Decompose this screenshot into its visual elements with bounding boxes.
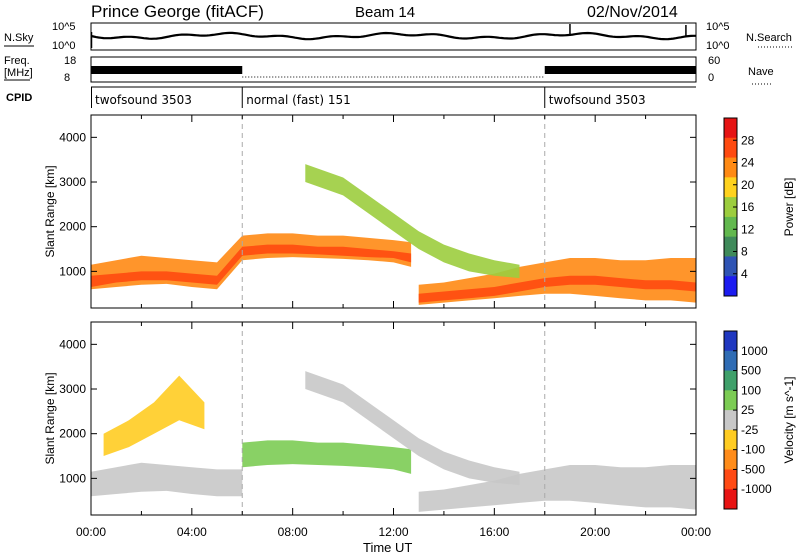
power-panel-frame: 1000 2000 3000 4000 Slant Range [km] [43,114,697,309]
nave-right-bottom: 0 [708,72,714,84]
time-tick-label: 16:00 [479,525,509,539]
date-title: 02/Nov/2014 [587,4,678,21]
y-tick-label: 3000 [59,175,86,189]
nave-right-top: 60 [708,55,720,67]
power-colorbar: 4 8 12 16 20 24 28 Power [dB] [723,117,796,297]
freq-band [91,66,243,74]
time-tick-label: 12:00 [378,525,408,539]
freq-left-bottom: 8 [64,72,70,84]
colorbar-tick-label: -100 [741,443,765,457]
y-tick-label: 1000 [59,264,86,278]
colorbar-tick-label: 12 [741,222,755,236]
nave-label: Nave [748,66,774,78]
colorbar-tick-label: -1000 [741,482,772,496]
colorbar-tick-label: 1000 [741,344,768,358]
noise-right-bottom: 10^0 [706,40,730,52]
freq-label: Freq. [4,55,30,67]
colorbar-tick-label: 4 [741,267,748,281]
station-title: Prince George (fitACF) [91,2,264,21]
time-tick-label: 00:00 [76,525,106,539]
velocity-heatmap [91,371,696,512]
beam-title: Beam 14 [355,4,415,21]
echo-region [305,371,520,486]
time-tick-label: 04:00 [177,525,207,539]
echo-region [91,233,412,290]
colorbar-swatch [724,197,737,218]
noise-right-top: 10^5 [706,21,730,33]
colorbar-swatch [724,449,737,470]
echo-region [305,164,520,279]
colorbar-swatch [724,429,737,451]
cpid-segment-label: twofsound 3503 [549,93,646,107]
time-tick-label: 08:00 [278,525,308,539]
time-tick-label: 00:00 [681,525,711,539]
echo-region [242,440,412,474]
noise-series [90,24,696,48]
colorbar-swatch [724,331,737,352]
freq-unit-label: [MHz] [4,67,33,79]
echo-region [91,462,243,497]
power-heatmap [91,164,696,305]
colorbar-swatch [724,489,737,510]
y-tick-label: 4000 [59,130,86,144]
echo-region [91,244,412,287]
colorbar-title: Velocity [m s^-1] [782,377,796,464]
y-tick-label: 4000 [59,337,86,351]
y-axis-label: Slant Range [km] [43,372,57,464]
colorbar-swatch [724,350,737,372]
colorbar-tick-label: 24 [741,156,755,170]
velocity-panel-frame: 1000 2000 3000 4000 Slant Range [km] [43,321,697,516]
y-tick-label: 2000 [59,220,86,234]
cpid-label: CPID [6,92,32,104]
colorbar-tick-label: 500 [741,364,761,378]
colorbar-swatch [724,118,737,139]
time-axis-ticks: 00:00 04:00 08:00 12:00 16:00 20:00 00:00 [76,525,711,539]
colorbar-swatch [724,256,737,277]
colorbar-swatch [724,137,737,159]
colorbar-tick-label: 16 [741,200,755,214]
echo-region [418,465,696,512]
echo-region [103,375,205,456]
colorbar-tick-label: 28 [741,133,755,147]
cpid-segment-label: twofsound 3503 [95,93,192,107]
y-tick-label: 2000 [59,427,86,441]
x-axis-label: Time UT [363,540,412,554]
colorbar-swatch [724,276,737,297]
colorbar-tick-label: 100 [741,383,761,397]
freq-left-top: 18 [64,55,76,67]
colorbar-tick-label: -500 [741,462,765,476]
noise-left-bottom: 10^0 [52,40,76,52]
velocity-colorbar: 1000 500 100 25 -25 -100 -500 -1000 Velocity [m … [723,330,796,510]
colorbar-title: Power [dB] [782,178,796,237]
colorbar-swatch [724,177,737,198]
colorbar-swatch [724,410,737,431]
colorbar-tick-label: 25 [741,403,755,417]
y-axis-label: Slant Range [km] [43,165,57,257]
colorbar-frame [723,330,738,510]
noise-trace [90,31,696,41]
colorbar-swatch [724,370,737,391]
echo-region [418,275,696,303]
colorbar-swatch [724,390,737,411]
freq-series [91,66,696,78]
colorbar-swatch [724,236,737,257]
y-tick-label: 1000 [59,471,86,485]
cpid-segments: twofsound 3503 normal (fast) 151 twofsound… [91,87,646,108]
cpid-segment-label: normal (fast) 151 [246,93,350,107]
colorbar-swatch [724,216,737,238]
colorbar-tick-label: 8 [741,245,748,259]
colorbar-swatch [724,469,737,490]
colorbar-swatch [724,157,737,178]
nsearch-label: N.Search [746,32,792,44]
time-tick-label: 20:00 [580,525,610,539]
colorbar-tick-label: 20 [741,178,755,192]
colorbar-tick-label: -25 [741,423,759,437]
y-tick-label: 3000 [59,382,86,396]
nsky-label: N.Sky [4,32,34,44]
noise-left-top: 10^5 [52,21,76,33]
freq-band [544,66,696,74]
